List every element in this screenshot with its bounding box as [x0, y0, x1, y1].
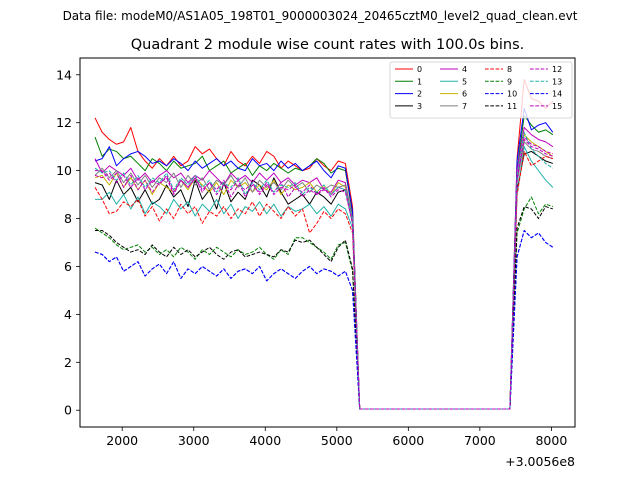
y-axis: 0 2 4 6 8 10 12 14 — [56, 67, 80, 418]
legend-label-5: 5 — [462, 77, 467, 86]
legend-label-8: 8 — [507, 65, 512, 74]
data-file-label: Data file: modeM0/AS1A05_198T01_90000030… — [63, 9, 578, 23]
legend-label-13: 13 — [552, 77, 562, 86]
y-tick-label: 10 — [56, 163, 72, 178]
legend-label-7: 7 — [462, 102, 467, 111]
y-tick-label: 8 — [64, 211, 72, 226]
legend-frame — [389, 61, 573, 119]
legend-label-1: 1 — [417, 77, 422, 86]
y-tick-label: 6 — [64, 259, 72, 274]
series-line-15 — [94, 138, 553, 410]
x-tick-label: 7000 — [464, 433, 496, 448]
legend-label-2: 2 — [417, 90, 422, 99]
series-line-12 — [95, 136, 553, 410]
series-line-4 — [94, 126, 554, 410]
y-tick-label: 2 — [64, 355, 72, 370]
x-tick-label: 6000 — [392, 433, 424, 448]
axes-frame — [79, 57, 576, 428]
series-line-14 — [94, 230, 554, 410]
y-tick-label: 12 — [56, 115, 72, 130]
x-tick-label: 4000 — [249, 433, 281, 448]
legend-label-10: 10 — [507, 90, 517, 99]
legend-label-0: 0 — [417, 65, 422, 74]
x-tick-label: 5000 — [321, 433, 353, 448]
legend-label-6: 6 — [462, 90, 467, 99]
series-line-7 — [94, 141, 553, 410]
y-tick-label: 14 — [56, 67, 72, 82]
chart-title: Quadrant 2 module wise count rates with … — [131, 37, 525, 53]
legend-label-9: 9 — [507, 77, 512, 86]
x-offset-label: +3.0056e8 — [505, 454, 575, 469]
series-line-2 — [94, 107, 554, 410]
plot-area — [94, 79, 554, 410]
series-line-0 — [94, 79, 554, 410]
x-tick-label: 8000 — [535, 433, 567, 448]
legend-label-11: 11 — [507, 102, 517, 111]
x-tick-label: 2000 — [106, 433, 138, 448]
legend-label-12: 12 — [552, 65, 562, 74]
x-tick-label: 3000 — [178, 433, 210, 448]
series-line-11 — [95, 206, 553, 410]
series-line-9 — [94, 196, 553, 410]
x-axis: 2000 3000 4000 5000 6000 7000 8000 — [106, 427, 567, 448]
legend-label-3: 3 — [417, 102, 422, 111]
y-tick-label: 0 — [64, 403, 72, 418]
legend-label-14: 14 — [552, 90, 562, 99]
series-line-6 — [94, 134, 554, 410]
y-tick-label: 4 — [64, 307, 72, 322]
series-line-1 — [94, 115, 554, 410]
legend-label-4: 4 — [462, 65, 467, 74]
legend-label-15: 15 — [552, 102, 562, 111]
series-line-10 — [94, 230, 554, 410]
series-line-13 — [94, 131, 554, 410]
